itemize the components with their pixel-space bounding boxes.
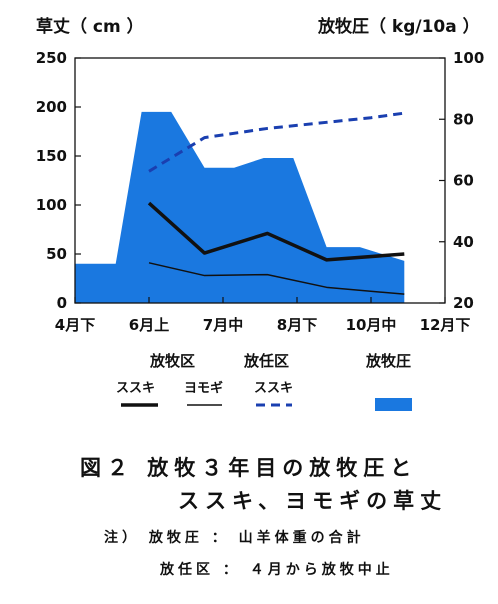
x-tick-label: 4月下	[55, 316, 95, 334]
grazed-susuki-line	[147, 201, 405, 262]
note-line1: 注） 放牧圧 ： 山羊体重の合計	[104, 530, 365, 546]
right-tick-label: 20	[453, 294, 474, 312]
left-tick-label: 0	[57, 294, 67, 312]
x-tick-label: 12月下	[420, 316, 471, 334]
legend-grazed-group: 放牧区	[150, 352, 196, 370]
ungrazed-susuki-line	[148, 111, 405, 173]
x-tick-label: 8月下	[277, 316, 317, 334]
grazed-yomogi-line	[148, 262, 405, 295]
left-axis-title: 草丈（ cm ）	[36, 17, 144, 37]
right-tick-label: 40	[453, 233, 474, 251]
left-tick-label: 150	[36, 147, 67, 165]
note-line2: 放任区 ： ４月から放牧中止	[160, 562, 394, 578]
legend-susuki-label: ススキ	[116, 381, 156, 396]
x-tick-label: 6月上	[129, 316, 169, 334]
figure-caption-line2: ススキ、ヨモギの草丈	[178, 489, 448, 513]
legend-yomogi-label: ヨモギ	[184, 381, 224, 396]
grazing-pressure-area	[75, 111, 405, 304]
legend-ungrazed-susuki-label: ススキ	[254, 381, 294, 396]
x-tick-label: 7月中	[203, 316, 243, 334]
right-tick-label: 100	[453, 49, 484, 67]
left-tick-label: 100	[36, 196, 67, 214]
left-tick-label: 250	[36, 49, 67, 67]
left-tick-label: 200	[36, 98, 67, 116]
figure-caption-line1: 図２ 放牧３年目の放牧圧と	[80, 456, 418, 480]
x-tick-label: 10月中	[346, 316, 397, 334]
legend-pressure-label: 放牧圧	[366, 352, 412, 370]
left-tick-label: 50	[46, 245, 67, 263]
right-axis-title: 放牧圧（ kg/10a ）	[318, 17, 480, 37]
legend-pressure-swatch	[375, 398, 412, 411]
right-tick-label: 60	[453, 172, 474, 190]
right-tick-label: 80	[453, 110, 474, 128]
legend-ungrazed-group: 放任区	[244, 352, 290, 370]
